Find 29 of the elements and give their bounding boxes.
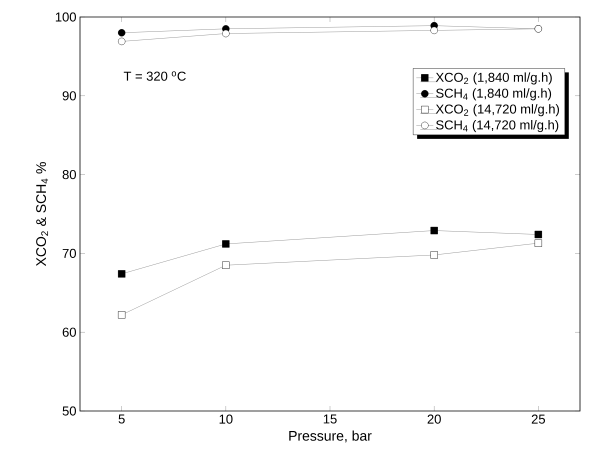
- point: [222, 262, 230, 269]
- y-tick-label: 50: [62, 406, 76, 416]
- y-tick-label: 80: [62, 170, 76, 180]
- point: [222, 30, 230, 38]
- y-tick-label: 90: [62, 91, 76, 100]
- point: [430, 226, 438, 234]
- y-axis-title: XCO$_{2}$ & SCH$_{4}$ %: [36, 162, 48, 266]
- y-tick-label: 100: [56, 12, 76, 22]
- x-tick-label: 25: [532, 414, 545, 424]
- y-tick-label: 70: [62, 248, 76, 258]
- point: [118, 29, 126, 36]
- y-tick-label: 60: [62, 328, 76, 337]
- point: [118, 311, 126, 319]
- legend-label: SCH$_{4}$ (1,840 ml/g.h): [436, 88, 552, 100]
- point: [534, 230, 542, 238]
- x-tick-label: 10: [220, 414, 233, 424]
- x-tick-label: 5: [118, 414, 125, 424]
- point: [118, 270, 126, 278]
- legend-label: XCO$_{2}$ (1,840 ml/g.h): [436, 72, 552, 84]
- x-tick-label: 15: [324, 414, 337, 424]
- point: [430, 251, 438, 259]
- x-axis-title: Pressure, bar: [289, 430, 372, 442]
- point: [222, 240, 230, 248]
- legend-label: XCO$_{2}$ (14,720 ml/g.h): [436, 104, 560, 116]
- legend-label: SCH$_{4}$ (14,720 ml/g.h): [436, 120, 558, 132]
- annotation: T = 320 $^{o}$C: [124, 71, 186, 81]
- x-tick-label: 20: [428, 414, 441, 424]
- point: [430, 26, 438, 34]
- point: [534, 239, 542, 247]
